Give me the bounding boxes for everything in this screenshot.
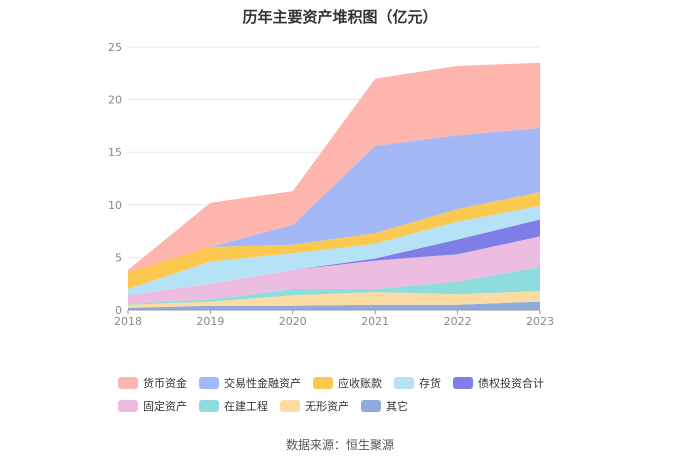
x-tick-label: 2022 [444, 315, 472, 328]
axes: 0 5 10 15 20 25 2018 2019 2020 2021 2022 2023 [108, 41, 554, 328]
y-tick-label: 10 [108, 199, 122, 212]
legend-item[interactable]: 存货 [394, 376, 441, 390]
x-tick-label: 2018 [114, 315, 142, 328]
x-tick-label: 2019 [196, 315, 224, 328]
legend-swatch [199, 400, 219, 412]
legend-item[interactable]: 无形资产 [280, 399, 349, 413]
legend-label: 应收账款 [338, 377, 382, 390]
legend-item[interactable]: 固定资产 [118, 399, 187, 413]
area-存货 [128, 205, 540, 296]
legend-label: 其它 [386, 400, 408, 413]
legend-swatch [313, 377, 333, 389]
legend-label: 存货 [419, 377, 441, 390]
legend-item[interactable]: 应收账款 [313, 376, 382, 390]
legend-swatch [453, 377, 473, 389]
legend-label: 固定资产 [143, 400, 187, 413]
y-tick-label: 5 [115, 251, 122, 264]
area-其它 [128, 301, 540, 310]
legend-label: 债权投资合计 [478, 377, 544, 390]
legend-swatch [118, 400, 138, 412]
y-tick-label: 15 [108, 146, 122, 159]
x-tick-label: 2020 [279, 315, 307, 328]
legend-label: 无形资产 [305, 400, 349, 413]
area-无形资产 [128, 291, 540, 308]
legend-item[interactable]: 在建工程 [199, 399, 268, 413]
x-tick-label: 2023 [526, 315, 554, 328]
chart-title: 历年主要资产堆积图（亿元） [242, 8, 438, 26]
x-tick-label: 2021 [361, 315, 389, 328]
source-note: 数据来源：恒生聚源 [285, 438, 394, 452]
area-交易性金融资产 [128, 128, 540, 273]
legend-item[interactable]: 交易性金融资产 [199, 376, 301, 390]
area-固定资产 [128, 236, 540, 304]
legend-swatch [199, 377, 219, 389]
legend-label: 交易性金融资产 [224, 377, 301, 390]
area-货币资金 [128, 62, 540, 273]
legend-swatch [394, 377, 414, 389]
legend-item[interactable]: 债权投资合计 [453, 376, 544, 390]
legend-swatch [118, 377, 138, 389]
area-应收账款 [128, 192, 540, 289]
legend-swatch [280, 400, 300, 412]
legend-item[interactable]: 其它 [361, 399, 408, 413]
area-在建工程 [128, 266, 540, 305]
legend-swatch [361, 400, 381, 412]
area-series [128, 62, 540, 310]
legend-item[interactable]: 货币资金 [118, 376, 187, 390]
y-tick-label: 20 [108, 94, 122, 107]
y-tick-label: 25 [108, 41, 122, 54]
legend: 货币资金 交易性金融资产 应收账款 存货 债权投资合计固定资产 在建工程 无形资产 其它 [118, 376, 578, 413]
legend-label: 在建工程 [224, 400, 268, 413]
y-tick-label: 0 [115, 304, 122, 317]
legend-label: 货币资金 [143, 377, 187, 390]
